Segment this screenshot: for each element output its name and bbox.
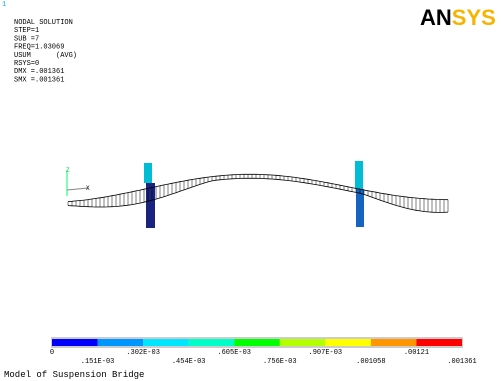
info-line: NODAL SOLUTION [14, 19, 73, 27]
info-line: FREQ=1.03069 [14, 44, 64, 52]
legend-swatch [325, 339, 371, 346]
info-line: SUB =7 [14, 35, 39, 43]
legend-label: .001361 [447, 358, 476, 366]
tower-top [355, 161, 363, 189]
legend-label: .302E-03 [126, 349, 160, 357]
info-line: SMX =.001361 [14, 76, 64, 84]
legend-label: .001058 [356, 358, 385, 366]
legend-label: .605E-03 [217, 349, 251, 357]
info-line: RSYS=0 [14, 60, 39, 68]
triad-x: X [86, 185, 90, 192]
legend-label: .907E-03 [309, 349, 343, 357]
ansys-window: 1 ANSYS NODAL SOLUTIONSTEP=1SUB =7FREQ=1… [0, 0, 503, 381]
tower-bottom [146, 183, 155, 228]
info-line: STEP=1 [14, 27, 39, 35]
caption: Model of Suspension Bridge [4, 370, 144, 380]
logo-sys: SYS [452, 5, 496, 30]
legend-swatch [371, 339, 417, 346]
legend-swatch [234, 339, 280, 346]
info-line: USUM (AVG) [14, 52, 77, 60]
logo: ANSYS [420, 5, 496, 30]
window-index: 1 [2, 1, 6, 9]
legend-swatch [52, 339, 98, 346]
legend-label: .151E-03 [81, 358, 115, 366]
legend-label: .454E-03 [172, 358, 206, 366]
legend-label: .756E-03 [263, 358, 297, 366]
page: 1 ANSYS NODAL SOLUTIONSTEP=1SUB =7FREQ=1… [0, 0, 503, 381]
legend-swatch [143, 339, 189, 346]
legend-label: 0 [50, 349, 54, 357]
legend-label: .00121 [404, 349, 429, 357]
tower-top [144, 163, 152, 183]
info-line: DMX =.001361 [14, 68, 64, 76]
legend-swatch [416, 339, 462, 346]
legend-swatch [280, 339, 326, 346]
tower-bottom [356, 189, 364, 227]
legend-swatch [98, 339, 144, 346]
triad-z: Z [66, 167, 70, 174]
logo-an: AN [420, 5, 452, 30]
legend-swatch [189, 339, 235, 346]
